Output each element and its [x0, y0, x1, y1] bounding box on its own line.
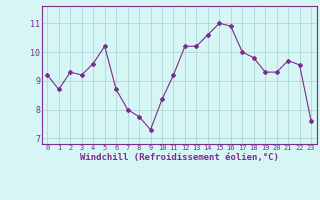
X-axis label: Windchill (Refroidissement éolien,°C): Windchill (Refroidissement éolien,°C) [80, 153, 279, 162]
